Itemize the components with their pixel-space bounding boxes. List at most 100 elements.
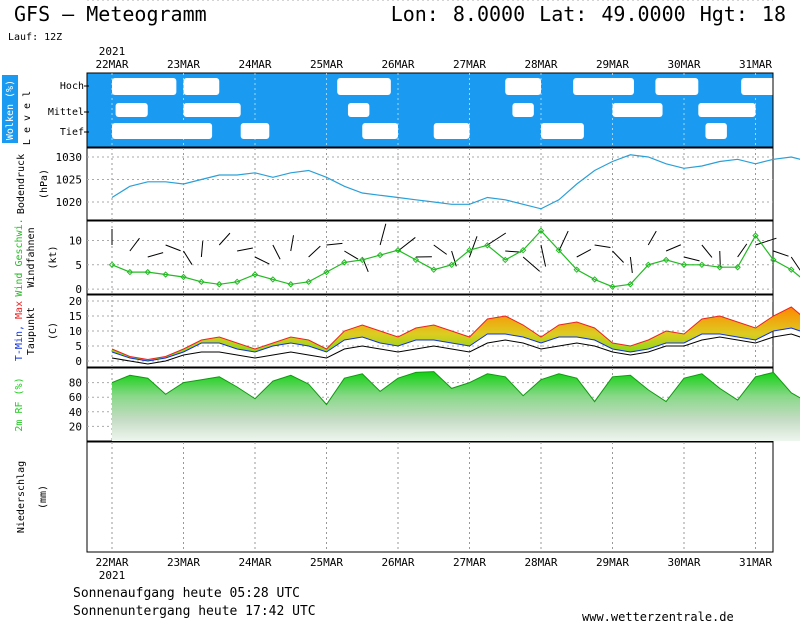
wind-point [627,281,634,288]
date-tick-bottom: 22MAR [95,556,128,569]
cloud-block [347,103,370,117]
wind-barb [469,236,478,258]
windfahnen-axis-label: Windfahnen [26,227,37,287]
date-tick-bottom: 29MAR [596,556,629,569]
wind-point [216,281,223,288]
wind-point [126,268,134,276]
wind-point [180,273,187,281]
wind-point [502,256,509,264]
wind-barb [218,232,231,246]
cloud-block [240,123,270,139]
wind-barb [576,249,592,258]
wind-barb [326,242,343,246]
location-label: Lon: 8.0000 Lat: 49.0000 Hgt: 18 [390,2,786,26]
wind-point [144,268,151,276]
wind-barb [665,244,682,252]
wind-barb [165,244,181,252]
level-axis-label: L e v e l [22,91,33,145]
wind-barb [344,250,359,260]
year-label-top: 2021 [99,45,126,58]
wind-barb [683,256,700,262]
level-label: Hoch [60,81,84,92]
cloud-block [337,78,391,95]
wind-point [359,256,366,264]
y-tick-label: 1025 [56,174,83,187]
cloud-block [112,78,177,95]
cloud-block [183,78,220,95]
wind-point [788,266,795,273]
temperature-axis-label: T-Min, Max [14,301,25,361]
wind-point [341,259,348,266]
cloud-label-bg [2,75,18,143]
wind-point [162,271,169,278]
wind-point [662,256,670,264]
wind-point [233,278,241,286]
y-tick-label: 10 [69,325,82,338]
date-tick-top: 30MAR [667,58,700,71]
tmin-line [111,327,800,362]
wind-barb [612,250,624,263]
date-tick-top: 25MAR [310,58,343,71]
wind-barb [487,232,507,246]
year-label-bottom: 2021 [99,569,126,582]
wind-barb [290,235,295,252]
wind-barb [200,241,204,258]
y-tick-label: 0 [75,355,82,368]
y-tick-label: 15 [69,0,82,3]
wind-point [698,261,706,269]
wind-unit-label: (kt) [48,245,59,269]
wind-point [412,256,420,264]
wind-barb [272,244,281,260]
wind-point [430,266,437,273]
pressure-frame [86,147,774,221]
cloud-block [112,123,213,139]
wind-barb [540,244,547,267]
wind-barb [433,244,447,255]
wind-barb [254,256,270,265]
chart-title: GFS – Meteogramm [14,2,207,26]
temperature-unit-label: (C) [48,322,59,340]
wind-barb [719,250,721,268]
y-tick-label: 10 [69,0,82,3]
wind-point [269,276,277,283]
wind-frame [86,220,774,295]
wind-point [752,232,759,239]
y-tick-label: 1030 [56,151,83,164]
date-tick-bottom: 24MAR [238,556,271,569]
date-tick-bottom: 26MAR [381,556,414,569]
y-tick-label: 5 [75,340,82,353]
sunrise-text: Sonnenaufgang heute 05:28 UTC [73,586,300,601]
cloud-block [705,123,727,139]
humidity-axis-label: 2m RF (%) [14,377,25,431]
source-link[interactable]: www.wetterzentrale.de [582,610,734,624]
y-tick-label: 15 [69,310,82,323]
wind-point [645,261,652,269]
level-label: Mittel [48,107,84,118]
date-tick-top: 31MAR [739,58,772,71]
wind-barb [237,247,253,252]
date-tick-bottom: 23MAR [167,556,200,569]
wind-barb [755,237,777,246]
wind-point [394,246,402,254]
date-tick-top: 28MAR [524,58,557,71]
wind-speed-axis-label: Wind Geschwi. [14,218,25,296]
wind-barb [647,230,657,246]
wind-barb [183,250,193,265]
y-tick-label: 5 [75,0,82,3]
y-tick-label: 20 [69,420,82,433]
dewpoint-axis-label: Taupunkt [26,307,37,355]
wind-point [537,227,545,234]
y-tick-label: 40 [69,406,82,419]
date-tick-top: 23MAR [167,58,200,71]
cloud-block [541,123,584,139]
date-tick-top: 22MAR [95,58,128,71]
cloud-block [655,78,699,95]
cloud-block [505,78,541,95]
wind-barb [451,250,457,267]
pressure-axis-label: Bodendruck [16,154,27,214]
cloud-block [183,103,241,117]
run-label: Lauf: 12Z [8,32,63,43]
wind-barb [147,252,164,258]
wind-barb [522,256,541,272]
temperature-band [112,307,800,361]
